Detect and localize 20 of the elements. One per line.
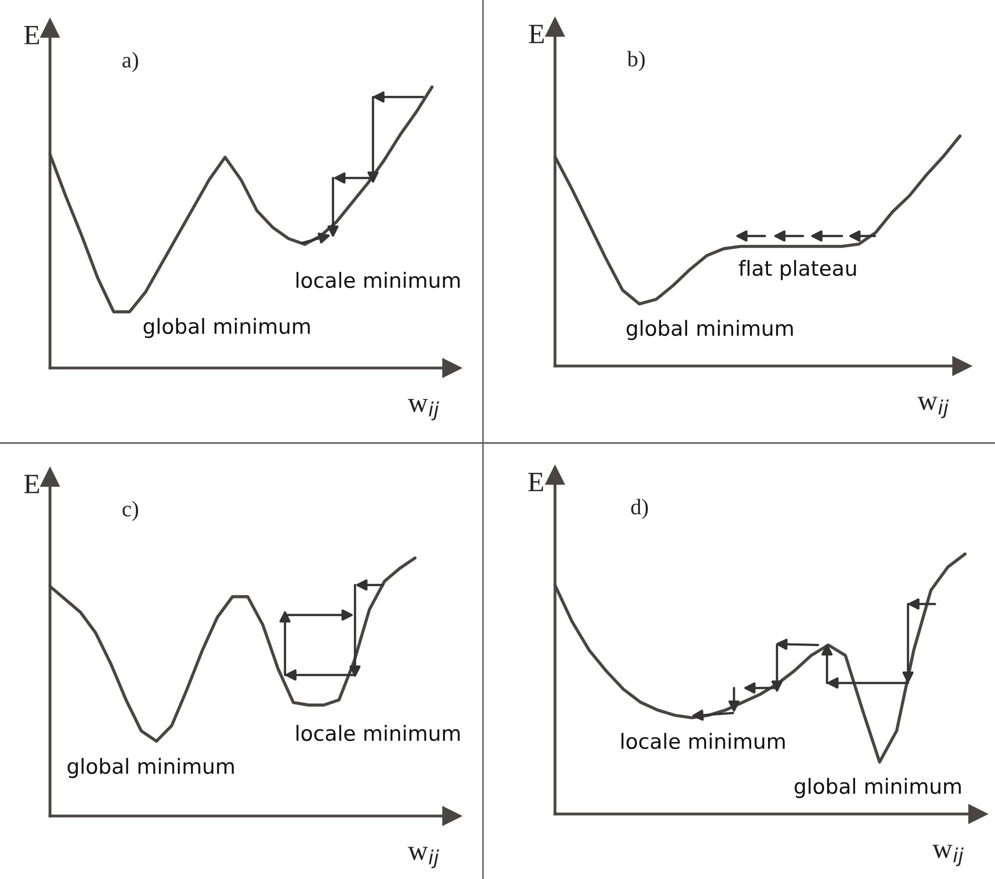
annotation: flat plateau [738, 260, 856, 280]
y-axis-title: E [24, 474, 40, 494]
x-axis-title: w$_{ij}$ [918, 396, 949, 418]
chart-title: d) [631, 498, 648, 519]
annotation: locale minimum [296, 272, 460, 288]
y-axis-title: E [528, 472, 544, 492]
chart-title: c) [122, 500, 138, 521]
x-axis-title: w$_{ij}$ [932, 844, 964, 866]
annotation: locale minimum [622, 732, 785, 750]
annotation: global minimum [794, 778, 961, 798]
y-axis-title: E [529, 24, 544, 44]
x-axis-title: w$_{ij}$ [408, 846, 439, 868]
annotation: locale minimum [296, 724, 460, 742]
chart-title: b) [627, 50, 645, 71]
annotation: global minimum [68, 758, 234, 778]
x-axis-title: w$_{ij}$ [408, 399, 439, 420]
annotation: global minimum [144, 318, 310, 338]
chart-title: a) [122, 52, 138, 72]
annotation: global minimum [626, 320, 793, 340]
y-axis-title: E [24, 26, 40, 44]
